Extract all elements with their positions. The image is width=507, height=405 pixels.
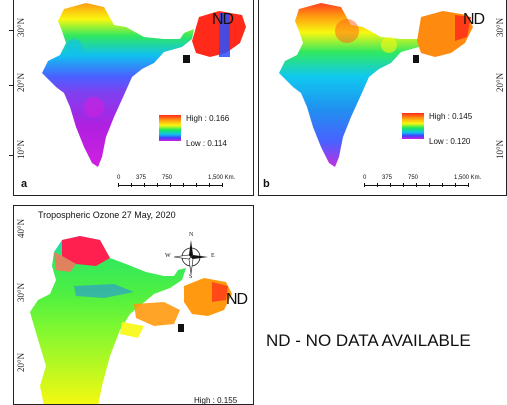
ozone-map-panel-b: 30°N 20°N 10°N ND High : 0.145 Low : 0.1… xyxy=(258,0,507,196)
lat-label-10n: 10°N xyxy=(495,139,505,159)
india-map-c xyxy=(30,236,232,404)
no-data-note: ND - NO DATA AVAILABLE xyxy=(266,331,471,350)
scale-label: 1,500 Km. xyxy=(208,175,236,181)
axis-tick xyxy=(9,85,13,86)
compass-rose-icon xyxy=(173,240,208,275)
panel-letter-a: a xyxy=(21,178,28,190)
compass-n: N xyxy=(189,232,194,238)
legend-low: Low : 0.114 xyxy=(186,139,227,148)
lat-label-40n: 40°N xyxy=(16,218,26,238)
scale-label: 375 xyxy=(382,175,393,181)
axis-tick xyxy=(9,30,13,31)
india-map-b xyxy=(279,3,473,167)
scale-label: 750 xyxy=(408,175,419,181)
legend-low: Low : 0.120 xyxy=(429,137,471,146)
scale-bar-b: 0 375 750 1,500 Km. xyxy=(363,175,484,195)
axis-tick xyxy=(9,155,13,156)
legend-color-ramp xyxy=(159,115,181,141)
lat-label-20n: 20°N xyxy=(16,72,26,92)
lat-label-20n: 20°N xyxy=(495,72,505,92)
north-arrow: N S W E xyxy=(165,232,215,280)
legend-high: High : 0.166 xyxy=(186,114,230,123)
ozone-map-panel-c: Tropospheric Ozone 27 May, 2020 40°N 30°… xyxy=(13,205,254,405)
scale-label: 750 xyxy=(162,175,173,181)
lat-label-10n: 10°N xyxy=(16,139,26,159)
lat-label-30n: 30°N xyxy=(16,17,26,37)
compass-e: E xyxy=(211,253,215,259)
ozone-map-panel-a: 30°N 20°N 10°N ND High : 0.166 Low : 0.1… xyxy=(13,0,254,196)
lat-label-20n: 20°N xyxy=(16,352,26,372)
legend-color-ramp xyxy=(402,113,424,139)
no-data-label: ND xyxy=(212,11,234,28)
scale-label: 0 xyxy=(117,175,121,181)
lat-label-30n: 30°N xyxy=(16,282,26,302)
india-map-a xyxy=(42,3,246,167)
no-data-label: ND xyxy=(463,11,485,28)
legend-high: High : 0.155 xyxy=(194,396,238,405)
compass-w: W xyxy=(165,253,171,259)
no-data-label: ND xyxy=(226,291,248,308)
scale-bar-a: 0 375 750 1,500 Km. xyxy=(117,175,235,195)
compass-s: S xyxy=(189,274,193,280)
lat-label-30n: 30°N xyxy=(495,17,505,37)
scale-label: 0 xyxy=(363,175,367,181)
legend-high: High : 0.145 xyxy=(429,112,473,121)
scale-label: 375 xyxy=(136,175,147,181)
panel-letter-b: b xyxy=(263,178,270,190)
map-title: Tropospheric Ozone 27 May, 2020 xyxy=(38,210,176,220)
scale-label: 1,500 Km. xyxy=(454,175,482,181)
